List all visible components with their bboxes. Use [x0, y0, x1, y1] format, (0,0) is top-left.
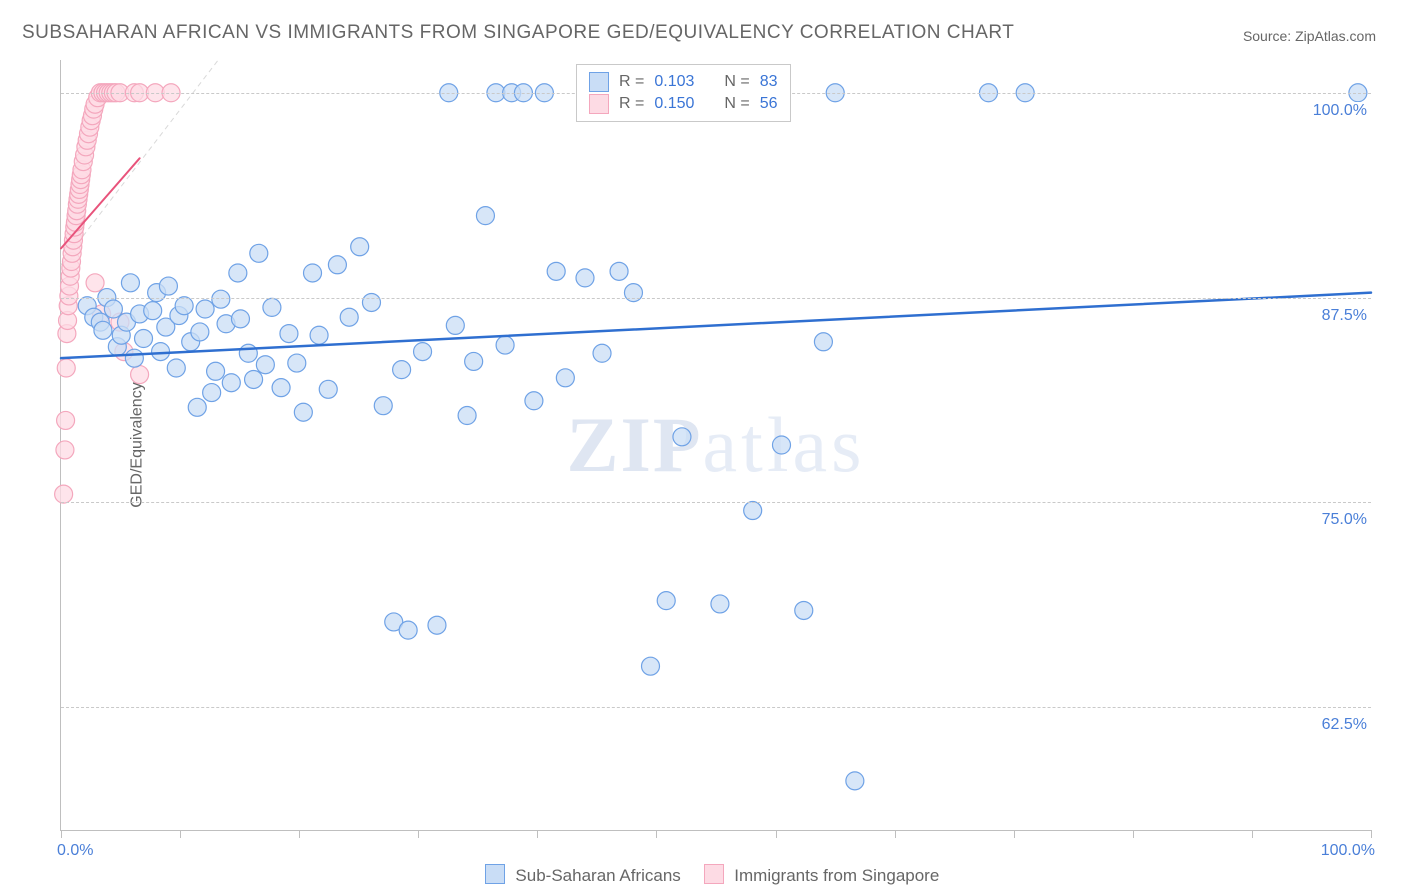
gridline	[61, 707, 1371, 708]
legend-N-value-1: 56	[760, 93, 778, 115]
x-tick	[299, 830, 300, 838]
source-label: Source: ZipAtlas.com	[1243, 28, 1376, 44]
x-tick	[537, 830, 538, 838]
gridline	[61, 502, 1371, 503]
x-tick	[1371, 830, 1372, 838]
legend-R-value-1: 0.150	[654, 93, 694, 115]
legend-stats-row-1: R = 0.150 N = 56	[589, 93, 778, 115]
x-axis-max-label: 100.0%	[1321, 842, 1375, 860]
y-tick-label: 62.5%	[1322, 716, 1373, 734]
legend-series: Sub-Saharan Africans Immigrants from Sin…	[0, 864, 1406, 886]
x-tick	[180, 830, 181, 838]
legend-swatch-1	[589, 94, 609, 114]
x-tick	[418, 830, 419, 838]
plot-area: GED/Equivalency ZIPatlas 62.5%75.0%87.5%…	[60, 60, 1371, 831]
legend-N-label: N =	[724, 71, 749, 93]
x-axis-min-label: 0.0%	[57, 842, 93, 860]
x-tick	[61, 830, 62, 838]
legend-stats-row-0: R = 0.103 N = 83	[589, 71, 778, 93]
legend-stats: R = 0.103 N = 83 R = 0.150 N = 56	[576, 64, 791, 122]
legend-N-value-0: 83	[760, 71, 778, 93]
chart-title: SUBSAHARAN AFRICAN VS IMMIGRANTS FROM SI…	[22, 22, 1014, 44]
x-tick	[656, 830, 657, 838]
legend-N-label: N =	[724, 93, 749, 115]
y-tick-label: 100.0%	[1313, 102, 1373, 120]
legend-bottom-label-1: Immigrants from Singapore	[734, 866, 939, 885]
y-tick-label: 87.5%	[1322, 307, 1373, 325]
legend-bottom-swatch-0	[485, 864, 505, 884]
x-tick	[895, 830, 896, 838]
x-tick	[776, 830, 777, 838]
chart-svg	[61, 60, 1371, 830]
legend-bottom-swatch-1	[704, 864, 724, 884]
legend-bottom-label-0: Sub-Saharan Africans	[515, 866, 680, 885]
legend-R-label: R =	[619, 71, 644, 93]
x-tick	[1014, 830, 1015, 838]
y-tick-label: 75.0%	[1322, 511, 1373, 529]
legend-swatch-0	[589, 72, 609, 92]
gridline	[61, 298, 1371, 299]
legend-R-value-0: 0.103	[654, 71, 694, 93]
x-tick	[1252, 830, 1253, 838]
x-tick	[1133, 830, 1134, 838]
legend-R-label: R =	[619, 93, 644, 115]
